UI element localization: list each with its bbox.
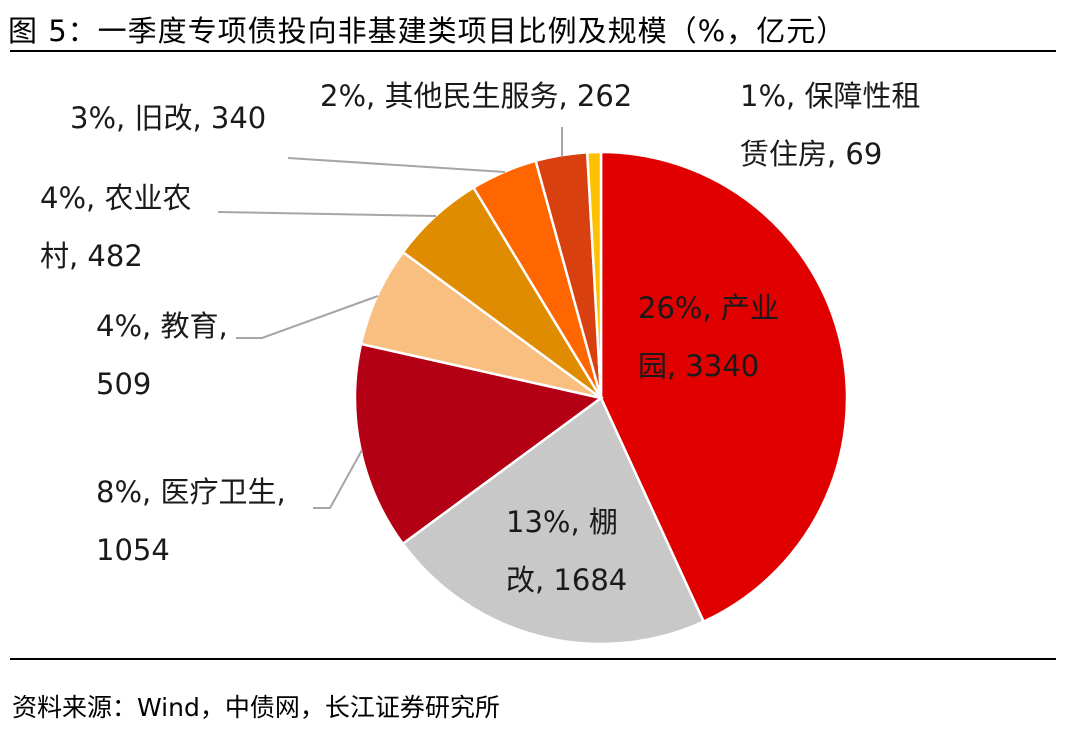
footer-divider [10,658,1056,660]
chart-title: 图 5：一季度专项债投向非基建类项目比例及规模（%，亿元） [8,14,847,48]
source-note: 资料来源：Wind，中债网，长江证券研究所 [12,693,500,722]
slice-label-7-line-0: 1%, 保障性租 [740,79,920,113]
slice-label-1-line-0: 13%, 棚 [506,505,618,539]
slice-label-7-line-1: 赁住房, 69 [740,137,882,171]
pie-slice-2 [353,342,604,546]
slice-label-3-line-1: 509 [96,367,151,401]
slice-label-0-line-0: 26%, 产业 [638,291,779,325]
pie-slice-1 [401,396,706,646]
slice-label-5-line-0: 3%, 旧改, 340 [70,101,266,135]
leader-line-3 [236,295,379,339]
slice-label-2-line-0: 8%, 医疗卫生, [96,475,286,509]
slice-label-4-line-1: 村, 482 [40,239,143,273]
slice-label-4-line-0: 4%, 农业农 [40,181,191,215]
slice-label-2-line-1: 1054 [96,533,170,567]
slice-label-3-line-0: 4%, 教育, [96,309,228,343]
slice-label-6-line-0: 2%, 其他民生服务, 262 [320,79,632,113]
title-divider [10,50,1056,52]
leader-line-5 [287,157,506,173]
pie-slice-7 [585,150,603,399]
slice-label-0-line-1: 园, 3340 [638,349,759,383]
leader-line-4 [217,211,437,217]
pie-slice-0 [599,150,849,624]
slice-label-1-line-1: 改, 1684 [506,563,627,597]
leader-line-2 [313,449,363,509]
